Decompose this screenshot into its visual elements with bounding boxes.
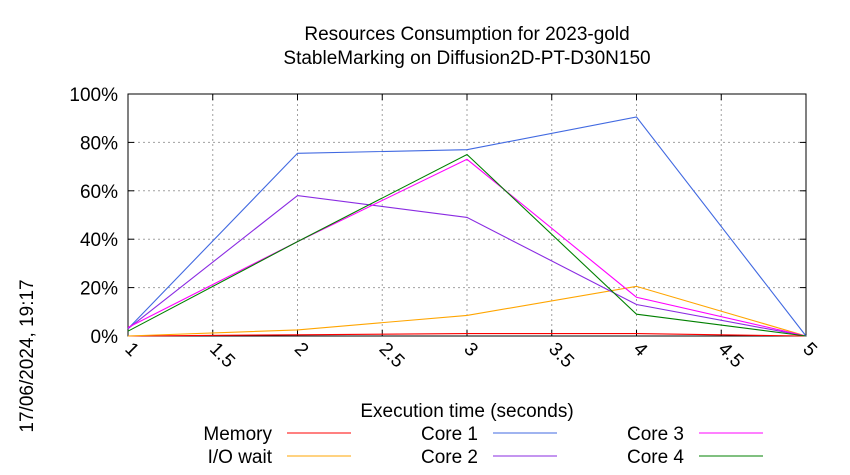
series-line-core-4 bbox=[127, 153, 807, 337]
x-tick-label: 3 bbox=[459, 339, 481, 361]
series-line-core-2 bbox=[127, 195, 807, 337]
y-tick-labels: 0% 20% 40% 60% 80% 100% bbox=[69, 85, 118, 348]
series-lines bbox=[127, 116, 807, 337]
series-line-i-o-wait bbox=[127, 285, 807, 337]
x-tick-label: 1.5 bbox=[205, 339, 239, 373]
legend-label-core-1: Core 1 bbox=[421, 424, 478, 445]
y-tick-label: 40% bbox=[80, 230, 118, 251]
legend-label-core-3: Core 3 bbox=[627, 424, 684, 445]
chart-title-line2: StableMarking on Diffusion2D-PT-D30N150 bbox=[283, 48, 650, 69]
y-tick-label: 0% bbox=[91, 327, 119, 348]
x-tick-label: 4 bbox=[629, 339, 652, 362]
chart-title-line1: Resources Consumption for 2023-gold bbox=[304, 24, 629, 45]
x-tick-label: 3.5 bbox=[544, 339, 578, 373]
legend-label-core-4: Core 4 bbox=[627, 447, 684, 468]
legend-label-core-2: Core 2 bbox=[421, 447, 478, 468]
y-tick-label: 20% bbox=[80, 279, 118, 300]
x-tick-labels: 1 1.5 2 2.5 3 3.5 4 4.5 5 bbox=[120, 339, 820, 373]
series-line-core-3 bbox=[127, 158, 807, 337]
y-tick-label: 80% bbox=[80, 133, 118, 154]
grid-lines bbox=[128, 94, 806, 336]
x-tick-label: 2.5 bbox=[375, 339, 409, 373]
x-tick-label: 5 bbox=[798, 339, 820, 361]
legend-label-memory: Memory bbox=[203, 424, 272, 445]
x-axis-label: Execution time (seconds) bbox=[360, 401, 573, 422]
y-tick-label: 60% bbox=[80, 182, 118, 203]
series-line-core-1 bbox=[127, 116, 807, 337]
timestamp: 17/06/2024, 19:17 bbox=[17, 279, 38, 432]
y-tick-label: 100% bbox=[69, 85, 118, 106]
plot-frame bbox=[127, 93, 807, 337]
x-tick-label: 1 bbox=[120, 339, 142, 361]
x-tick-label: 4.5 bbox=[714, 339, 748, 373]
x-tick-label: 2 bbox=[290, 339, 312, 361]
series-line-memory bbox=[127, 333, 807, 337]
legend-label-i-o-wait: I/O wait bbox=[208, 447, 273, 468]
